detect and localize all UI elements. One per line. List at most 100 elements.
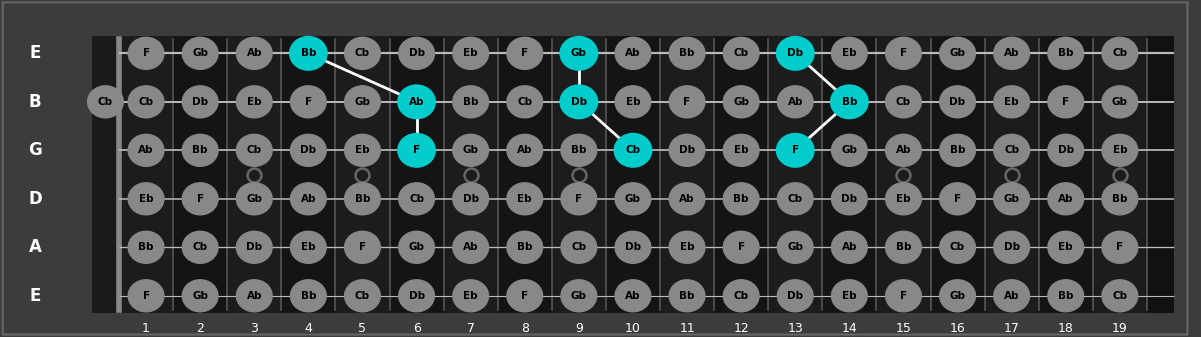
Text: Db: Db: [679, 145, 695, 155]
Circle shape: [669, 231, 705, 263]
Bar: [931, 36, 985, 313]
Text: 9: 9: [575, 322, 582, 335]
Circle shape: [507, 86, 543, 118]
Circle shape: [1103, 86, 1137, 118]
Bar: [173, 36, 227, 313]
Text: Eb: Eb: [896, 194, 910, 204]
Text: Ab: Ab: [626, 291, 640, 301]
Circle shape: [777, 231, 813, 263]
Text: Cb: Cb: [626, 145, 640, 155]
Text: Db: Db: [625, 242, 641, 252]
Circle shape: [1048, 37, 1083, 69]
Text: Db: Db: [246, 242, 262, 252]
Bar: [119, 36, 1173, 313]
Circle shape: [129, 37, 163, 69]
Circle shape: [831, 231, 867, 263]
Text: Cb: Cb: [788, 194, 802, 204]
Text: Db: Db: [841, 194, 858, 204]
Text: 13: 13: [788, 322, 803, 335]
Text: Cb: Cb: [355, 291, 370, 301]
Text: F: F: [413, 145, 420, 155]
Text: Bb: Bb: [842, 97, 858, 107]
Text: B: B: [29, 93, 42, 111]
Circle shape: [993, 134, 1029, 166]
Text: F: F: [954, 194, 961, 204]
Circle shape: [561, 134, 597, 166]
Circle shape: [1048, 183, 1083, 215]
Text: Db: Db: [408, 48, 425, 58]
Text: Db: Db: [570, 97, 587, 107]
Text: Cb: Cb: [896, 97, 912, 107]
Text: Eb: Eb: [1004, 97, 1018, 107]
Text: 11: 11: [680, 322, 695, 335]
Text: 2: 2: [196, 322, 204, 335]
Circle shape: [614, 133, 652, 167]
Circle shape: [453, 231, 489, 263]
Circle shape: [885, 280, 921, 312]
Text: Bb: Bb: [950, 145, 966, 155]
Bar: [497, 36, 551, 313]
Text: F: F: [1116, 242, 1123, 252]
Circle shape: [88, 86, 124, 118]
Text: Eb: Eb: [247, 97, 262, 107]
Text: Ab: Ab: [842, 242, 858, 252]
Circle shape: [237, 37, 273, 69]
Circle shape: [669, 134, 705, 166]
Circle shape: [939, 183, 975, 215]
Circle shape: [291, 231, 327, 263]
Circle shape: [291, 134, 327, 166]
Circle shape: [993, 183, 1029, 215]
Text: Bb: Bb: [462, 97, 478, 107]
Text: 19: 19: [1112, 322, 1128, 335]
Text: Eb: Eb: [842, 48, 856, 58]
Circle shape: [615, 231, 651, 263]
Text: Bb: Bb: [1058, 48, 1074, 58]
Text: F: F: [143, 291, 150, 301]
Text: Cb: Cb: [246, 145, 262, 155]
Text: Gb: Gb: [1112, 97, 1128, 107]
Text: Gb: Gb: [570, 291, 587, 301]
Text: Gb: Gb: [625, 194, 641, 204]
Text: 14: 14: [842, 322, 858, 335]
Circle shape: [345, 86, 381, 118]
Circle shape: [1048, 86, 1083, 118]
Circle shape: [831, 85, 868, 119]
Circle shape: [237, 231, 273, 263]
Circle shape: [777, 183, 813, 215]
Text: Bb: Bb: [896, 242, 912, 252]
Text: Bb: Bb: [680, 291, 695, 301]
Text: Bb: Bb: [516, 242, 532, 252]
Text: Ab: Ab: [462, 242, 478, 252]
Text: 12: 12: [734, 322, 749, 335]
Text: Ab: Ab: [138, 145, 154, 155]
Circle shape: [723, 183, 759, 215]
Circle shape: [615, 183, 651, 215]
Text: E: E: [30, 287, 41, 305]
Text: Bb: Bb: [300, 48, 316, 58]
Text: Cb: Cb: [518, 97, 532, 107]
Text: Ab: Ab: [626, 48, 640, 58]
Circle shape: [183, 134, 219, 166]
Text: 16: 16: [950, 322, 966, 335]
Text: 4: 4: [304, 322, 312, 335]
Text: Bb: Bb: [300, 291, 316, 301]
Text: Cb: Cb: [192, 242, 208, 252]
Text: Bb: Bb: [354, 194, 370, 204]
Bar: [823, 36, 877, 313]
Text: Eb: Eb: [139, 194, 154, 204]
Circle shape: [507, 231, 543, 263]
Circle shape: [507, 134, 543, 166]
Circle shape: [993, 280, 1029, 312]
Circle shape: [723, 86, 759, 118]
Text: F: F: [900, 291, 907, 301]
Text: Ab: Ab: [788, 97, 803, 107]
Text: Eb: Eb: [626, 97, 640, 107]
Text: F: F: [683, 97, 691, 107]
Text: F: F: [521, 48, 528, 58]
Text: Ab: Ab: [1004, 48, 1020, 58]
Circle shape: [1103, 183, 1137, 215]
Circle shape: [398, 85, 435, 119]
Text: Ab: Ab: [1004, 291, 1020, 301]
Text: Db: Db: [408, 291, 425, 301]
Bar: [1093, 36, 1147, 313]
